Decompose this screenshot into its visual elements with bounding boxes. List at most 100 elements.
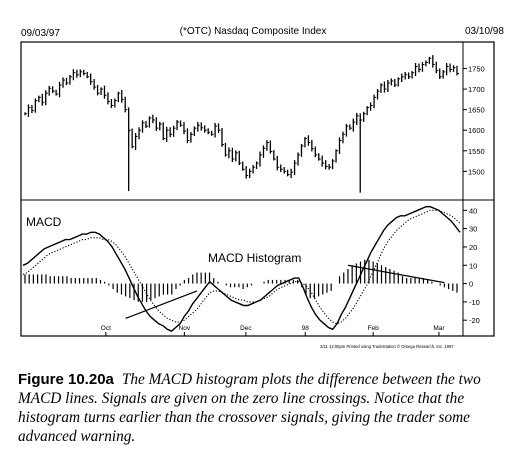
price-bar: [318, 153, 321, 161]
price-bar: [328, 163, 332, 170]
price-bar: [214, 122, 218, 138]
price-bar: [428, 56, 432, 64]
price-bar: [121, 90, 124, 103]
price-bar: [300, 143, 304, 157]
price-bar: [248, 168, 252, 179]
price-bar: [414, 63, 418, 77]
price-bar: [262, 145, 266, 158]
price-bar: [69, 75, 72, 85]
price-bar: [55, 89, 59, 96]
price-bar: [366, 106, 370, 116]
macd-histogram-annotation: MACD Histogram: [208, 251, 301, 265]
header-date-end: 03/10/98: [465, 26, 504, 37]
price-bar: [338, 137, 342, 154]
figure-caption-text: The MACD histogram plots the difference …: [18, 371, 481, 445]
price-bar: [166, 126, 169, 142]
price-bar: [224, 142, 228, 157]
price-bar: [445, 63, 449, 76]
price-bar: [152, 114, 155, 124]
price-bar: [183, 122, 186, 135]
price-bar: [31, 104, 34, 114]
macd-panel-title: MACD: [26, 215, 62, 229]
price-bar: [411, 70, 415, 79]
macd-tick-label: 0: [469, 280, 473, 289]
price-bar: [197, 121, 200, 132]
price-bar: [321, 155, 325, 167]
price-axis: 1500 1550 1600 1650 1700 1750: [463, 65, 485, 176]
price-tick-label: 1550: [468, 147, 485, 156]
price-bar: [34, 98, 38, 113]
price-bar: [190, 132, 193, 143]
price-bar: [335, 149, 339, 163]
price-bar: [27, 104, 31, 117]
price-bar: [186, 128, 190, 144]
price-bar: [307, 135, 311, 146]
price-bar: [349, 124, 352, 130]
price-bar: [331, 159, 335, 170]
trend-lines: [125, 264, 445, 319]
price-bar: [228, 147, 231, 159]
price-bar: [380, 83, 383, 93]
price-bar: [404, 72, 408, 80]
price-bar: [238, 150, 242, 166]
price-bar: [100, 87, 104, 95]
price-bar: [86, 72, 90, 79]
month-label: Feb: [368, 325, 380, 332]
macd-tick-label: -10: [469, 298, 480, 307]
price-tick-label: 1700: [468, 85, 485, 94]
price-bar: [145, 120, 148, 129]
price-bar: [176, 120, 180, 131]
price-bar: [287, 169, 290, 177]
price-bar: [41, 93, 45, 106]
price-bar: [76, 69, 79, 78]
price-bar: [221, 128, 224, 147]
price-bar: [418, 63, 421, 73]
price-bar: [96, 84, 100, 96]
macd-tick-label: 20: [469, 243, 477, 252]
macd-histogram: [24, 259, 458, 302]
price-tick-label: 1500: [468, 167, 485, 176]
macd-tick-label: 10: [469, 261, 477, 270]
price-bar: [72, 69, 76, 81]
price-bars: [24, 55, 459, 193]
price-bar: [103, 85, 107, 99]
price-bar: [62, 77, 66, 88]
price-bar: [342, 131, 345, 144]
macd-line: [22, 206, 461, 333]
month-label: Nov: [179, 325, 191, 332]
price-bar: [432, 55, 435, 68]
macd-tick-label: -20: [469, 316, 480, 325]
price-tick-label: 1600: [468, 126, 485, 135]
price-bar: [421, 61, 425, 72]
figure-label: Figure 10.20a: [18, 371, 114, 388]
price-bar: [159, 121, 162, 131]
price-bar: [134, 132, 138, 151]
price-bar: [210, 130, 214, 136]
price-bar: [162, 122, 166, 141]
price-bar: [425, 60, 428, 67]
price-bar: [283, 167, 287, 174]
price-bar: [311, 139, 314, 152]
price-bar: [383, 81, 387, 93]
price-bar: [297, 152, 301, 166]
price-bar: [407, 72, 411, 79]
price-bar: [255, 161, 259, 169]
price-bar: [172, 125, 176, 137]
price-bar: [148, 116, 152, 128]
price-bar: [401, 73, 404, 83]
price-tick-label: 1750: [468, 65, 485, 74]
price-bar: [442, 70, 446, 79]
price-bar: [79, 69, 83, 78]
price-bar: [449, 63, 453, 73]
price-bar: [363, 111, 366, 122]
price-bar: [48, 85, 52, 96]
price-bar: [325, 160, 328, 170]
trend-line-up: [125, 290, 198, 319]
price-bar: [259, 151, 263, 167]
price-bar: [390, 78, 394, 86]
price-bar: [93, 78, 97, 90]
chart-footnote: 3/11 12:05pm Printed using TradeStation …: [320, 344, 454, 349]
price-bar: [452, 65, 456, 72]
price-bar: [110, 98, 114, 109]
price-bar: [273, 150, 276, 161]
